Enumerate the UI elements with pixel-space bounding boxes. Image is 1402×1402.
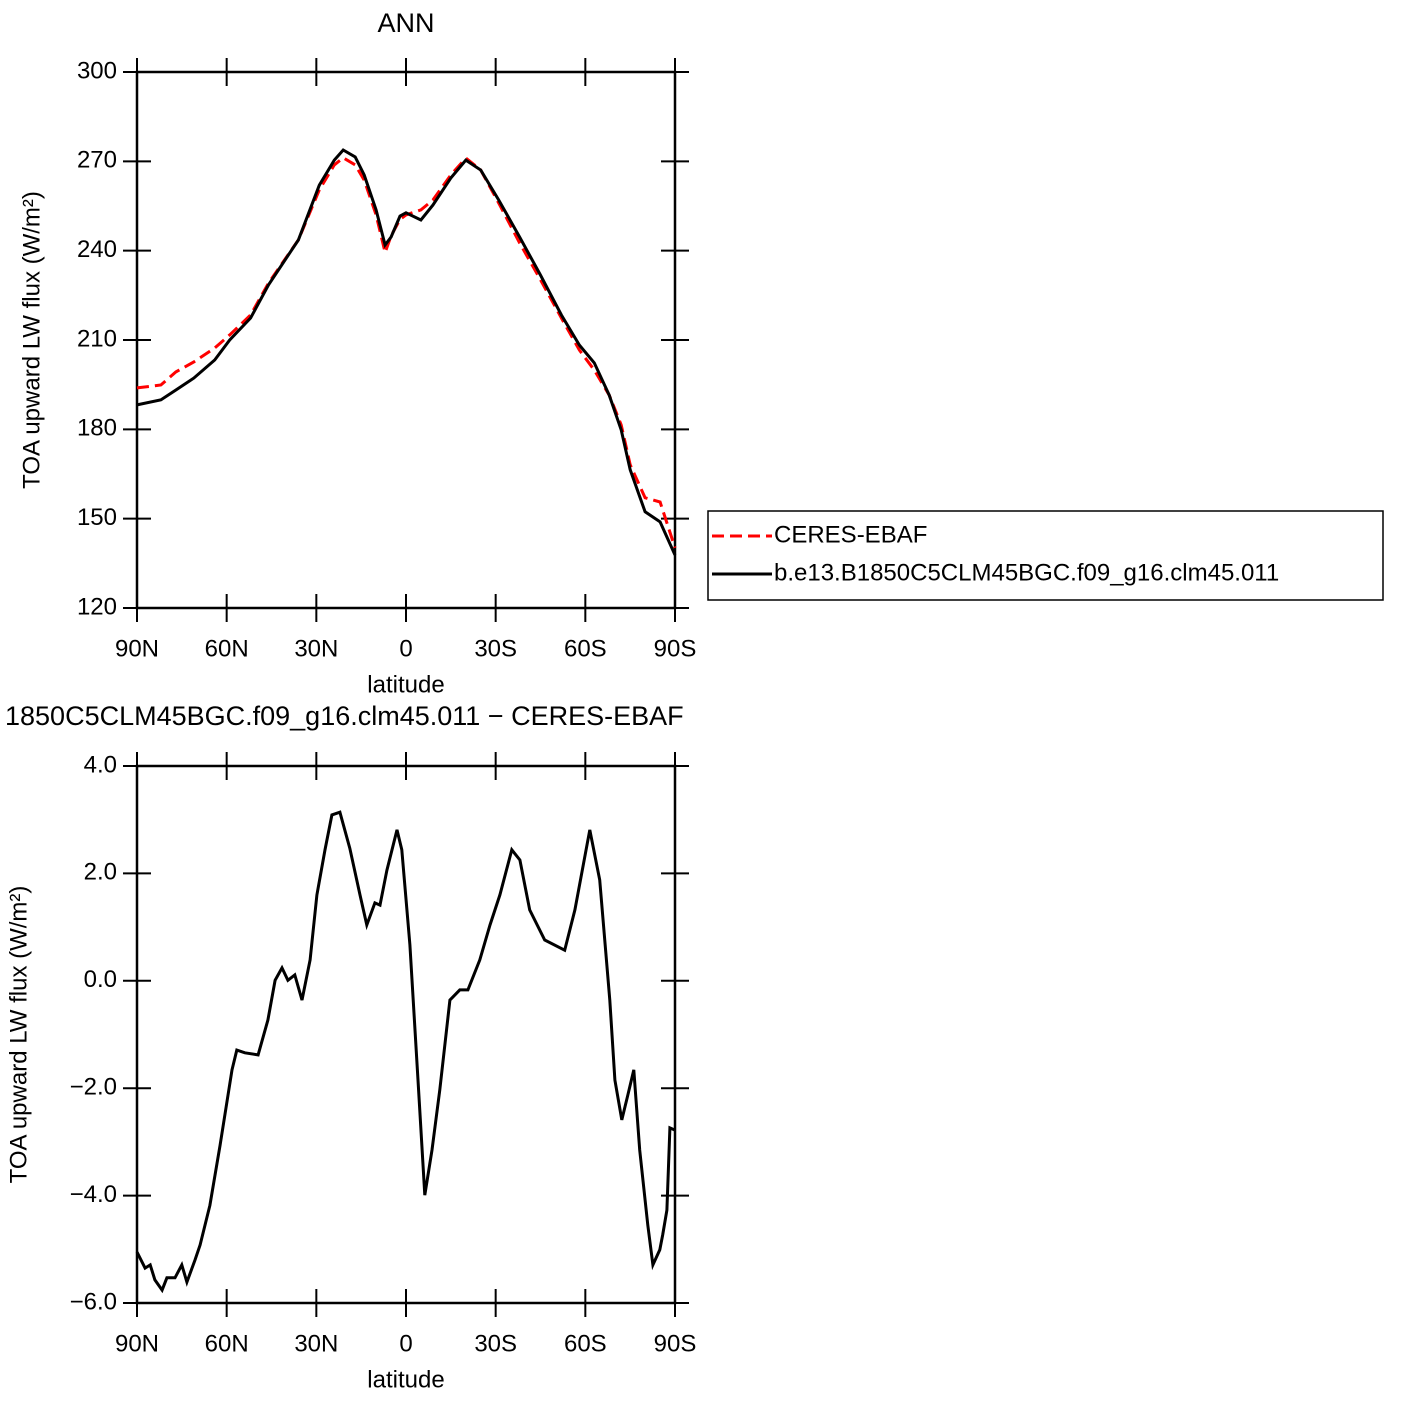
y-tick-label: 270 xyxy=(77,147,117,174)
x-tick-label: 0 xyxy=(399,635,412,662)
y-tick-label: −2.0 xyxy=(70,1074,117,1101)
legend-label: b.e13.B1850C5CLM45BGC.f09_g16.clm45.011 xyxy=(774,559,1279,586)
data-line xyxy=(136,155,677,549)
x-tick-label: 60N xyxy=(205,635,249,662)
x-tick-label: 0 xyxy=(399,1330,412,1357)
y-tick-label: 4.0 xyxy=(84,751,117,778)
y-axis-label: TOA upward LW flux (W/m²) xyxy=(5,886,32,1184)
x-tick-label: 30N xyxy=(294,1330,338,1357)
x-tick-label: 30S xyxy=(474,635,517,662)
x-tick-label: 90N xyxy=(115,635,159,662)
x-tick-label: 90S xyxy=(654,1330,697,1357)
x-tick-label: 30S xyxy=(474,1330,517,1357)
chart-title: 1850C5CLM45BGC.f09_g16.clm45.011 − CERES… xyxy=(5,701,684,731)
x-tick-label: 60N xyxy=(205,1330,249,1357)
y-tick-label: 2.0 xyxy=(84,859,117,886)
y-tick-label: 180 xyxy=(77,415,117,442)
x-tick-label: 30N xyxy=(294,635,338,662)
y-tick-label: 210 xyxy=(77,325,117,352)
data-line xyxy=(135,810,676,1294)
x-axis-label: latitude xyxy=(367,1366,444,1393)
y-tick-label: 300 xyxy=(77,57,117,84)
x-tick-label: 60S xyxy=(564,635,607,662)
chart-title: ANN xyxy=(377,8,434,38)
y-tick-label: 120 xyxy=(77,593,117,620)
x-axis-label: latitude xyxy=(367,671,444,698)
y-tick-label: −4.0 xyxy=(70,1181,117,1208)
y-tick-label: −6.0 xyxy=(70,1288,117,1315)
data-line xyxy=(136,148,677,556)
legend-label: CERES-EBAF xyxy=(774,521,927,548)
plot-frame xyxy=(135,70,677,610)
x-tick-label: 90N xyxy=(115,1330,159,1357)
legend-box xyxy=(707,510,1384,601)
x-tick-label: 60S xyxy=(564,1330,607,1357)
y-tick-label: 0.0 xyxy=(84,966,117,993)
y-axis-label: TOA upward LW flux (W/m²) xyxy=(18,191,45,489)
x-tick-label: 90S xyxy=(654,635,697,662)
y-tick-label: 150 xyxy=(77,504,117,531)
y-tick-label: 240 xyxy=(77,236,117,263)
